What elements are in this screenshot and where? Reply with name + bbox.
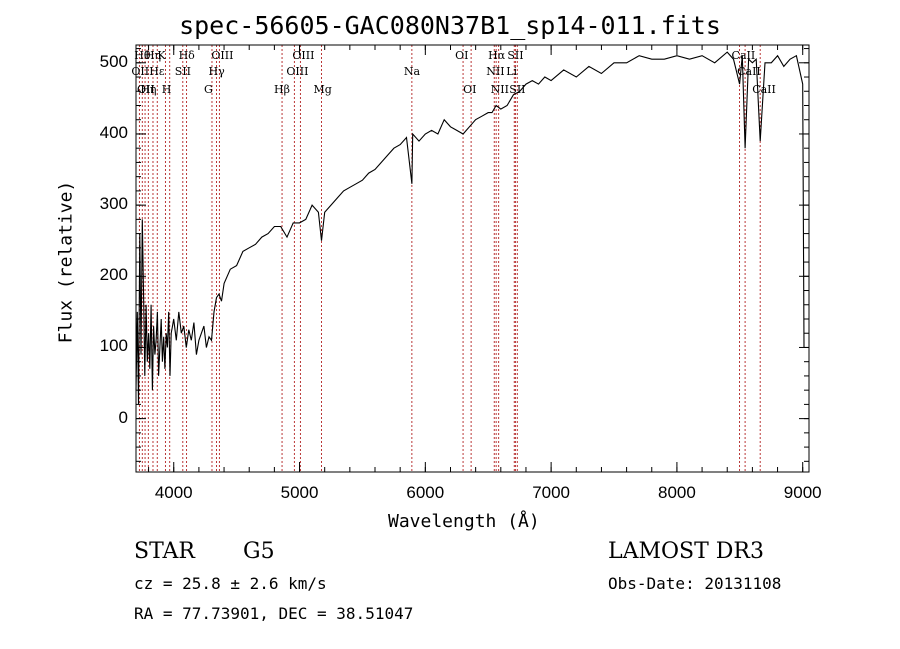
- line-marker-label: OIII: [211, 49, 234, 62]
- line-marker-label: CaII: [731, 49, 756, 62]
- line-marker-label: G: [203, 83, 213, 96]
- survey-name: LAMOST DR3: [608, 539, 764, 564]
- y-axis-label: Flux (relative): [55, 180, 77, 344]
- object-type: STAR: [134, 539, 195, 564]
- line-marker-label: OII: [137, 83, 155, 96]
- line-marker-label: Hθ: [134, 49, 151, 62]
- plot-frame: [135, 44, 810, 473]
- redshift-value: cz = 25.8 ± 2.6 km/s: [134, 574, 327, 593]
- y-tick-label: 400: [99, 122, 128, 142]
- coordinates: RA = 77.73901, DEC = 38.51047: [134, 604, 414, 623]
- line-markers: [138, 45, 761, 472]
- y-tick-label: 0: [118, 407, 128, 427]
- line-marker-label: SII: [509, 83, 526, 96]
- line-marker-label: NII: [486, 65, 505, 78]
- line-marker-label: OI: [463, 83, 477, 96]
- line-marker-label: Hβ: [274, 83, 290, 96]
- line-marker-label: Hη: [140, 83, 157, 96]
- line-marker-label: OIII: [292, 49, 315, 62]
- x-tick-label: 5000: [280, 483, 319, 502]
- line-marker-label: Hδ: [178, 49, 195, 62]
- line-marker-label: OIII: [286, 65, 309, 78]
- observation-date: Obs-Date: 20131108: [608, 574, 782, 593]
- line-marker-label: K: [157, 49, 166, 62]
- x-tick-label: 4000: [154, 483, 193, 502]
- line-marker-label: Hγ: [208, 65, 225, 78]
- y-tick-label: 100: [99, 336, 128, 356]
- line-marker-label: OII: [131, 65, 150, 78]
- x-tick-label: 9000: [783, 483, 822, 502]
- x-tick-label: 7000: [532, 483, 571, 502]
- line-marker-label: Hα: [488, 49, 506, 62]
- line-marker-label: Mg: [313, 83, 332, 96]
- y-tick-label: 300: [99, 194, 128, 214]
- x-axis-label: Wavelength (Å): [388, 511, 540, 532]
- line-marker-label: H: [161, 83, 172, 96]
- line-marker-label: OI: [455, 49, 469, 62]
- line-marker-label: SII: [507, 49, 524, 62]
- y-tick-label: 500: [99, 51, 128, 71]
- line-marker-label: CaII: [752, 83, 776, 96]
- spectrum-line: [135, 51, 805, 405]
- y-tick-label: 200: [99, 265, 128, 285]
- x-tick-label: 6000: [406, 483, 445, 502]
- line-marker-label: Li: [506, 65, 518, 78]
- line-marker-label: Na: [403, 65, 421, 78]
- line-marker-label: Hη: [144, 49, 162, 62]
- x-tick-label: 8000: [657, 483, 696, 502]
- line-marker-label: Hε: [149, 65, 165, 78]
- chart-title: spec-56605-GAC080N37B1_sp14-011.fits: [179, 11, 721, 40]
- axes-frame: [135, 44, 810, 473]
- object-subclass: G5: [243, 539, 275, 564]
- line-marker-label: NII: [490, 83, 509, 96]
- line-marker-label: SII: [174, 65, 192, 78]
- line-marker-label: CaII: [737, 65, 761, 78]
